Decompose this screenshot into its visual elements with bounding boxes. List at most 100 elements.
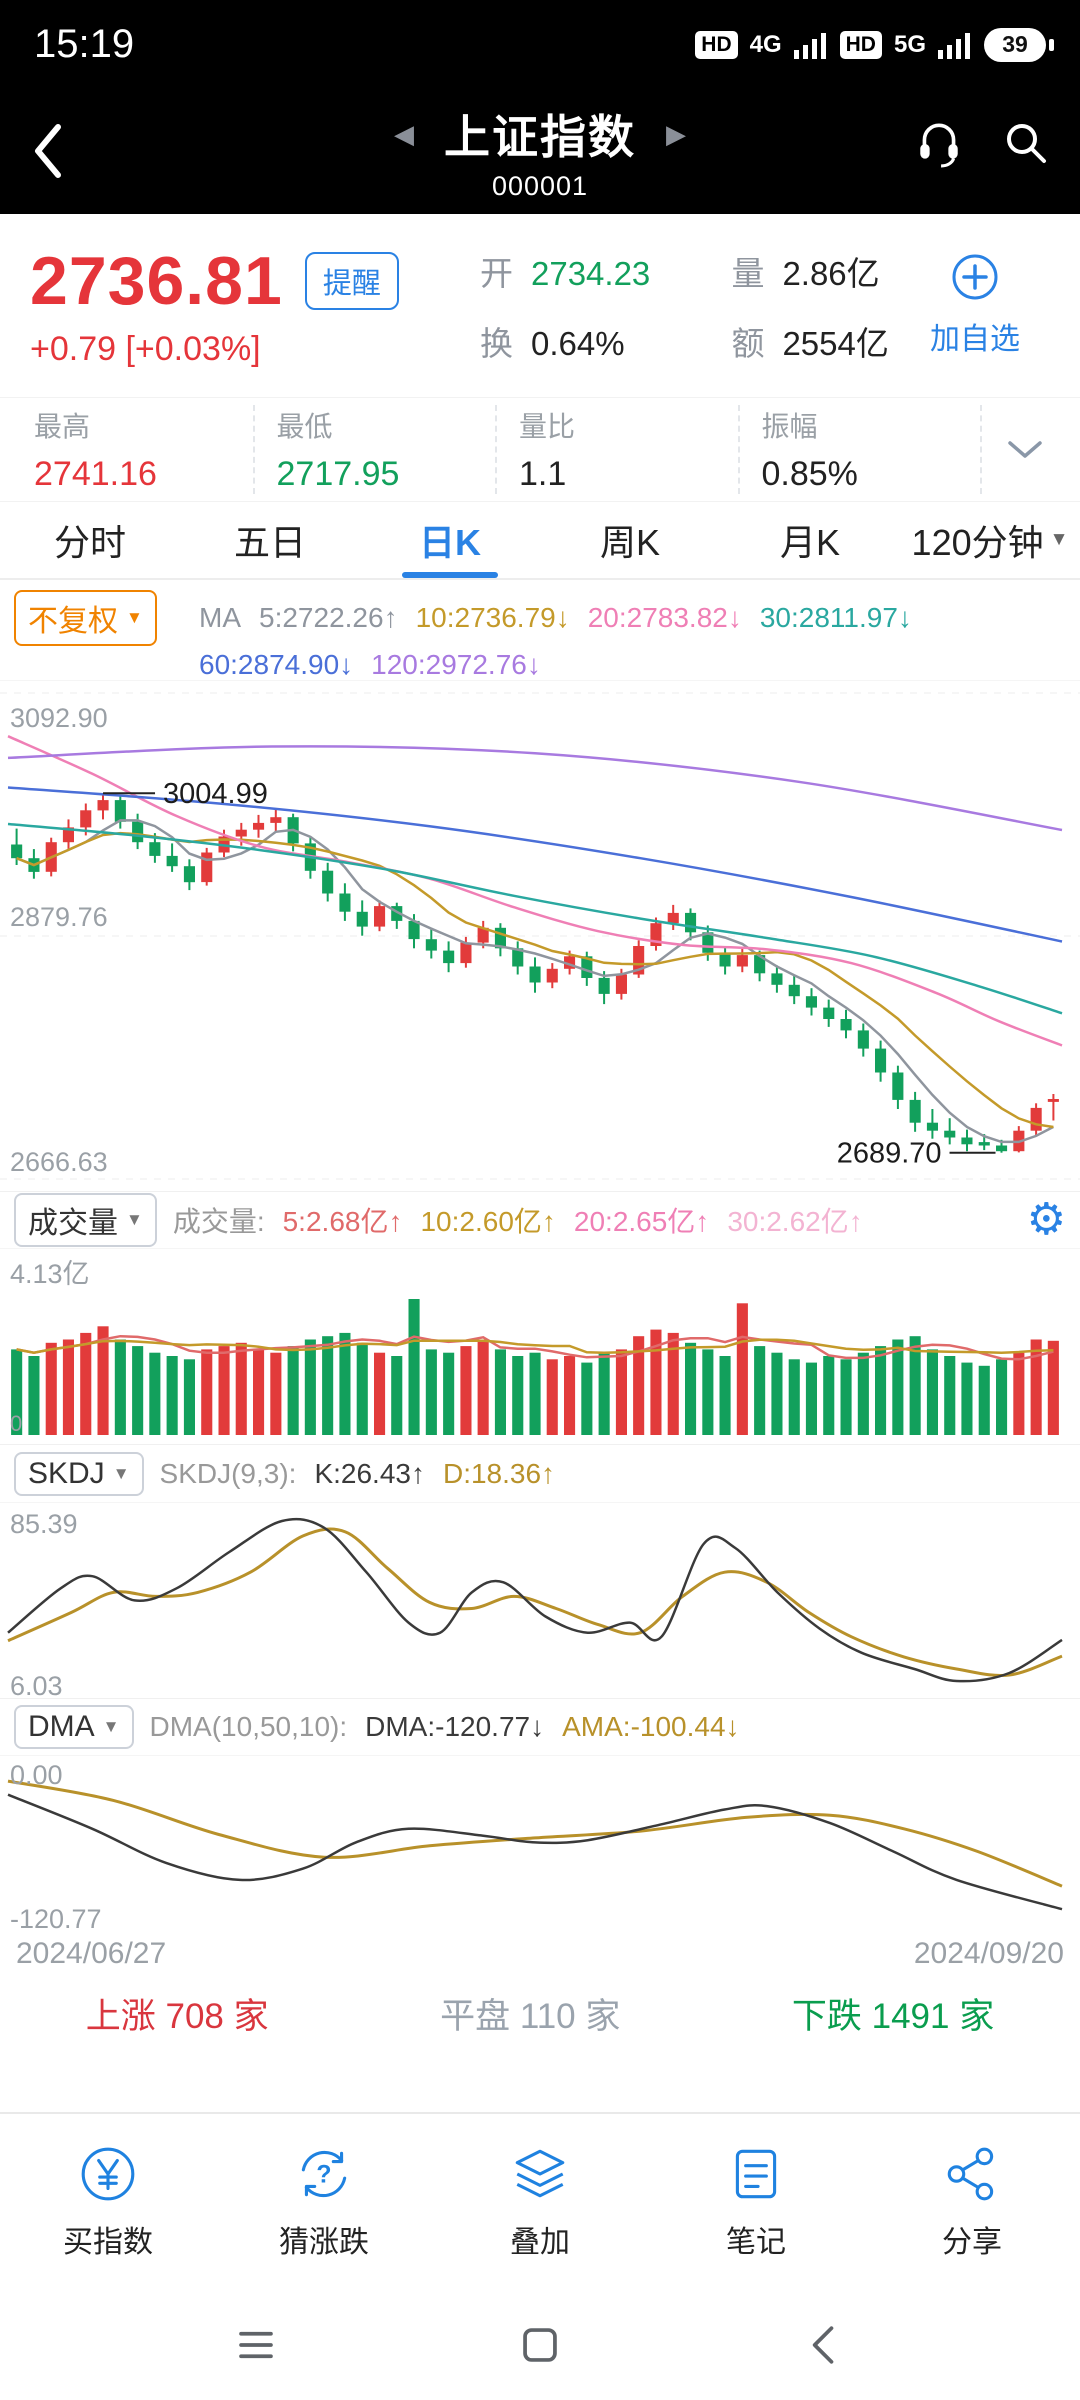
title-actions (914, 117, 1050, 169)
adjust-mode-dropdown[interactable]: 不复权 ▼ (14, 589, 157, 646)
svg-text:2689.70: 2689.70 (837, 1137, 942, 1169)
price-change: +0.79 [+0.03%] (30, 330, 261, 369)
market-breadth: 上涨 708 家 平盘 110 家 下跌 1491 家 (0, 1976, 1080, 2050)
add-watchlist-label: 加自选 (930, 323, 1020, 357)
overlay-button[interactable]: 叠加 (432, 2143, 648, 2261)
amplitude-value: 0.85% (761, 455, 858, 494)
dma-chart[interactable]: 0.00 -120.77 (0, 1755, 1080, 1931)
tab-5day[interactable]: 五日 (180, 502, 360, 577)
open-label: 开 (480, 254, 513, 292)
yen-circle-icon (81, 2148, 135, 2201)
title-block: ◀ 上证指数 ▶ 000001 (394, 101, 686, 202)
caret-down-icon: ▼ (112, 1463, 130, 1483)
dma-indicator-dropdown[interactable]: DMA ▼ (14, 1705, 134, 1750)
status-bar: 15:19 HD 4G HD 5G 39 (0, 0, 1080, 90)
guess-updown-button[interactable]: ? 猜涨跌 (216, 2143, 432, 2261)
back-icon[interactable] (28, 119, 68, 183)
tool-label: 分享 (942, 2226, 1002, 2260)
price-block: 2736.81 提醒 +0.79 [+0.03%] (30, 242, 470, 369)
prev-stock-icon[interactable]: ◀ (394, 118, 414, 149)
legend-item: 120:2972.76↓ (371, 648, 541, 680)
dma-dropdown-label: DMA (28, 1710, 95, 1744)
caret-down-icon: ▼ (126, 607, 143, 627)
clock: 15:19 (34, 22, 135, 67)
tab-label: 日K (419, 521, 481, 563)
volume-dropdown-label: 成交量 (28, 1206, 118, 1240)
volume-ratio-value: 1.1 (519, 455, 567, 494)
bottom-toolbar: 买指数 ? 猜涨跌 叠加 (0, 2112, 1080, 2291)
tab-120min[interactable]: 120分钟 ▼ (900, 502, 1080, 577)
system-nav-bar (0, 2290, 1080, 2400)
volume-chart[interactable]: 4.13亿 0 (0, 1248, 1080, 1444)
volume-legend: 成交量: 5:2.68亿↑ 10:2.60亿↑ 20:2.65亿↑ 30:2.62亿↑ (173, 1200, 1027, 1240)
legend-item: SKDJ(9,3): (159, 1457, 297, 1489)
expand-stats-button[interactable] (982, 439, 1068, 461)
next-stock-icon[interactable]: ▶ (666, 118, 686, 149)
tab-daily-k[interactable]: 日K (360, 502, 540, 577)
svg-text:?: ? (316, 2162, 331, 2189)
tool-label: 猜涨跌 (279, 2226, 369, 2260)
legend-item: 成交量: (172, 1205, 265, 1237)
period-tabs: 分时 五日 日K 周K 月K 120分钟 ▼ (0, 502, 1080, 580)
share-button[interactable]: 分享 (864, 2143, 1080, 2261)
caret-down-icon: ▼ (1049, 528, 1069, 550)
skdj-chart[interactable]: 85.39 6.03 (0, 1501, 1080, 1698)
ma-legend-line1: MA 5:2722.26↑ 10:2736.79↓ 20:2783.82↓ 30:281… (199, 602, 1066, 634)
signal-bars-icon (793, 32, 826, 59)
svg-text:6.03: 6.03 (10, 1671, 63, 1698)
title-bar: ◀ 上证指数 ▶ 000001 (0, 89, 1080, 215)
home-square-icon[interactable] (512, 2317, 568, 2373)
network-4g-label: 4G (749, 30, 782, 58)
legend-item: 10:2.60亿↑ (420, 1205, 556, 1237)
legend-item: 10:2736.79↓ (415, 601, 570, 633)
hd-badge: HD (695, 30, 738, 59)
menu-icon[interactable] (228, 2317, 284, 2373)
tool-label: 买指数 (63, 2226, 153, 2260)
search-icon[interactable] (1002, 119, 1050, 167)
adjust-mode-label: 不复权 (28, 604, 118, 638)
back-nav-icon[interactable] (796, 2317, 852, 2373)
customer-service-icon[interactable] (914, 117, 964, 169)
legend-item: 60:2874.90↓ (199, 648, 354, 680)
amount-value: 2554亿 (782, 324, 889, 362)
tab-minute[interactable]: 分时 (0, 502, 180, 577)
date-axis: 2024/06/27 2024/09/20 (0, 1931, 1080, 1976)
add-watchlist-button[interactable]: 加自选 (900, 253, 1050, 358)
skdj-header: SKDJ ▼ SKDJ(9,3): K:26.43↑ D:18.36↑ (0, 1444, 1080, 1502)
volume-value: 2.86亿 (782, 254, 880, 292)
tab-weekly-k[interactable]: 周K (540, 502, 720, 577)
status-icons: HD 4G HD 5G 39 (695, 27, 1054, 62)
dma-legend: DMA(10,50,10): DMA:-120.77↓ AMA:-100.44↓ (150, 1711, 1067, 1743)
legend-item: 5:2722.26↑ (259, 601, 398, 633)
legend-item: DMA:-120.77↓ (365, 1711, 545, 1743)
high-value: 2741.16 (34, 455, 157, 494)
buy-index-button[interactable]: 买指数 (0, 2143, 216, 2261)
stats-row: 最高 2741.16 最低 2717.95 量比 1.1 振幅 0.85% (0, 398, 1080, 503)
legend-item: AMA:-100.44↓ (562, 1711, 740, 1743)
gear-icon[interactable]: ⚙ (1026, 1194, 1066, 1244)
svg-text:0.00: 0.00 (10, 1760, 63, 1790)
high-label: 最高 (34, 411, 91, 443)
legend-item: 5:2.68亿↑ (282, 1205, 403, 1237)
notebook-icon (735, 2150, 777, 2199)
network-5g-label: 5G (893, 30, 926, 58)
last-price: 2736.81 (30, 243, 283, 320)
legend-item: D:18.36↑ (442, 1457, 556, 1489)
layers-icon (515, 2150, 565, 2198)
ma-legend-line2: 60:2874.90↓ 120:2972.76↓ (199, 649, 1066, 681)
tab-monthly-k[interactable]: 月K (720, 502, 900, 577)
kline-chart[interactable]: 3092.90 2879.76 2666.63 3004.99 2689.70 (0, 679, 1080, 1191)
signal-bars-icon (938, 32, 970, 59)
legend-item: DMA(10,50,10): (149, 1711, 348, 1743)
skdj-indicator-dropdown[interactable]: SKDJ ▼ (14, 1451, 144, 1496)
notes-button[interactable]: 笔记 (648, 2143, 864, 2261)
tool-label: 叠加 (510, 2226, 570, 2260)
alert-button[interactable]: 提醒 (304, 252, 399, 311)
volume-label: 量 (731, 254, 765, 292)
svg-text:-120.77: -120.77 (10, 1904, 102, 1931)
dma-header: DMA ▼ DMA(10,50,10): DMA:-120.77↓ AMA:-100.… (0, 1697, 1080, 1756)
volume-indicator-dropdown[interactable]: 成交量 ▼ (14, 1192, 157, 1247)
start-date: 2024/06/27 (16, 1936, 167, 1970)
legend-item: 30:2.62亿↑ (727, 1205, 863, 1237)
